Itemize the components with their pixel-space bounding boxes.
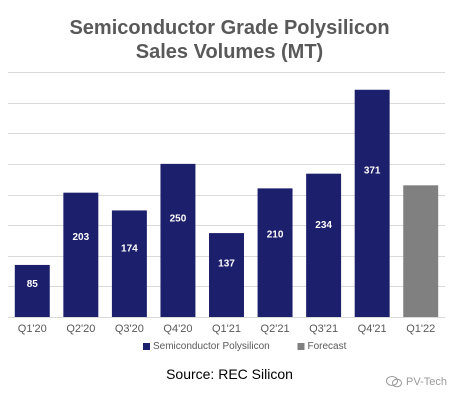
bar [160,163,196,317]
bar [257,188,293,317]
bar [209,233,244,317]
x-tick-label: Q2'21 [261,323,290,335]
bar [111,210,147,317]
data-label: 371 [364,165,381,176]
data-label: 85 [27,279,39,290]
legend-swatch [297,343,305,350]
bar [403,185,439,317]
bar [14,264,50,317]
watermark: PV-Tech [386,376,447,388]
x-tick-label: Q3'21 [309,323,338,335]
source-caption: Source: REC Silicon [166,366,293,382]
data-label: 174 [121,244,138,255]
x-tick-label: Q1'22 [406,323,435,335]
bar [63,192,99,317]
chart-title-line-1: Semiconductor Grade Polysilicon [69,17,389,39]
legend-label: Semiconductor Polysilicon [153,341,270,352]
x-tick-label: Q4'20 [163,323,192,335]
legend-swatch [143,343,150,350]
chart-title-line-2: Sales Volumes (MT) [136,41,323,63]
bars: 85 203 174 250 137 210 234 371 [14,89,439,317]
bar [306,173,342,317]
x-tick-label: Q3'20 [115,323,144,335]
x-tick-label: Q4'21 [358,323,387,335]
bar [354,89,390,317]
x-tick-label: Q1'21 [212,323,241,335]
data-label: 210 [267,229,284,240]
data-label: 137 [218,258,235,269]
x-tick-labels: Q1'20 Q2'20 Q3'20 Q4'20 Q1'21 Q2'21 Q3'21 Q4'21… [18,323,435,335]
legend-label: Forecast [308,341,347,352]
data-label: 234 [315,220,332,231]
x-tick-label: Q2'20 [66,323,95,335]
x-tick-label: Q1'20 [18,323,47,335]
chat-bubble-icon [386,376,403,388]
data-label: 250 [170,213,187,224]
data-label: 203 [72,232,89,243]
watermark-text: PV-Tech [406,376,447,388]
legend: Semiconductor Polysilicon Forecast [143,341,347,352]
